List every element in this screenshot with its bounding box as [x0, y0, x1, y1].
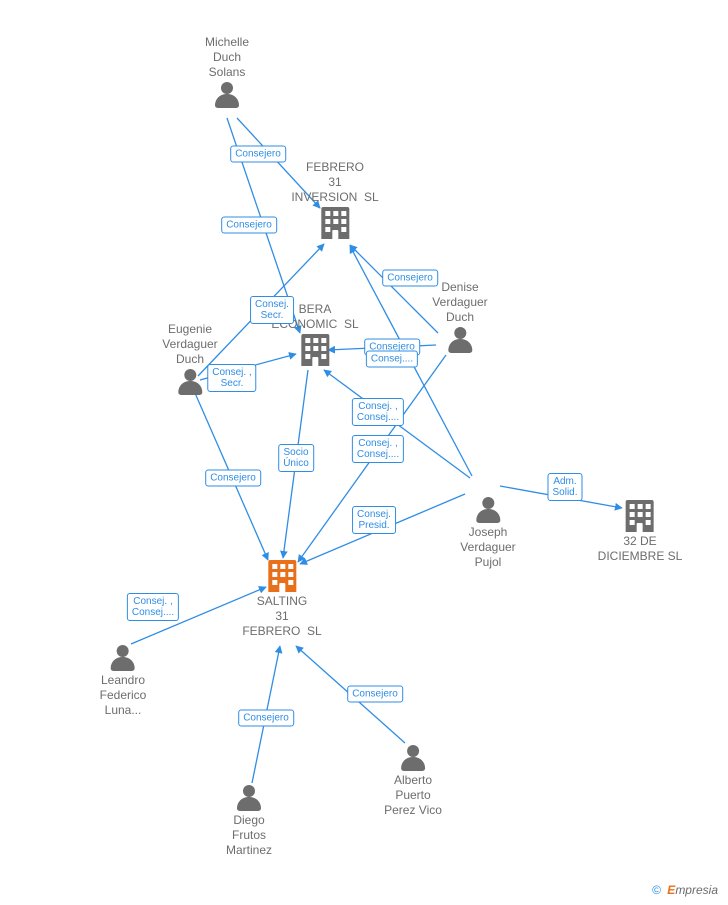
- edge-label: Consejero: [347, 686, 403, 703]
- edge-label: Consej. , Consej....: [352, 398, 404, 426]
- edge-label: Consejero: [230, 146, 286, 163]
- node-alberto[interactable]: Alberto Puerto Perez Vico: [384, 745, 442, 818]
- building-icon: [301, 334, 329, 366]
- node-label: Joseph Verdaguer Pujol: [460, 525, 515, 570]
- building-icon: [626, 500, 654, 532]
- building-icon: [321, 207, 349, 239]
- edge-line: [350, 245, 438, 333]
- node-salting[interactable]: SALTING 31 FEBRERO SL: [242, 560, 321, 639]
- node-michelle[interactable]: Michelle Duch Solans: [205, 35, 249, 108]
- node-joseph[interactable]: Joseph Verdaguer Pujol: [460, 497, 515, 570]
- edge-label: Adm. Solid.: [547, 473, 582, 501]
- person-icon: [475, 497, 501, 523]
- edge-label: Consejero: [205, 470, 261, 487]
- edge-label: Consej. Secr.: [250, 296, 294, 324]
- person-icon: [177, 369, 203, 395]
- edge-label: Consejero: [221, 217, 277, 234]
- node-label: SALTING 31 FEBRERO SL: [242, 594, 321, 639]
- node-label: Eugenie Verdaguer Duch: [162, 322, 217, 367]
- node-label: 32 DE DICIEMBRE SL: [598, 534, 683, 564]
- edge-label: Consejero: [382, 270, 438, 287]
- edge-label: Consej. , Consej....: [127, 593, 179, 621]
- node-label: Alberto Puerto Perez Vico: [384, 773, 442, 818]
- node-denise[interactable]: Denise Verdaguer Duch: [432, 280, 487, 353]
- person-icon: [447, 327, 473, 353]
- node-label: FEBRERO 31 INVERSION SL: [291, 160, 378, 205]
- edge-label: Consej. , Secr.: [207, 364, 256, 392]
- person-icon: [110, 645, 136, 671]
- node-diego[interactable]: Diego Frutos Martinez: [226, 785, 272, 858]
- edge-label: Socio Único: [278, 444, 314, 472]
- edge-label: Consej. Presid.: [352, 506, 396, 534]
- network-diagram: Michelle Duch Solans FEBRERO 31 INVERSION…: [0, 0, 728, 905]
- edge-label: Consej. , Consej....: [352, 435, 404, 463]
- node-label: Michelle Duch Solans: [205, 35, 249, 80]
- copyright-symbol: ©: [652, 883, 661, 897]
- edge-label: Consej....: [366, 351, 418, 368]
- node-label: Denise Verdaguer Duch: [432, 280, 487, 325]
- copyright: © Empresia: [652, 883, 718, 897]
- person-icon: [400, 745, 426, 771]
- node-leandro[interactable]: Leandro Federico Luna...: [100, 645, 147, 718]
- node-febrero31[interactable]: FEBRERO 31 INVERSION SL: [291, 160, 378, 239]
- node-label: Diego Frutos Martinez: [226, 813, 272, 858]
- person-icon: [214, 82, 240, 108]
- building-icon: [268, 560, 296, 592]
- brand-rest: mpresia: [675, 883, 718, 897]
- node-label: Leandro Federico Luna...: [100, 673, 147, 718]
- node-dic32[interactable]: 32 DE DICIEMBRE SL: [598, 500, 683, 564]
- person-icon: [236, 785, 262, 811]
- edge-label: Consejero: [238, 710, 294, 727]
